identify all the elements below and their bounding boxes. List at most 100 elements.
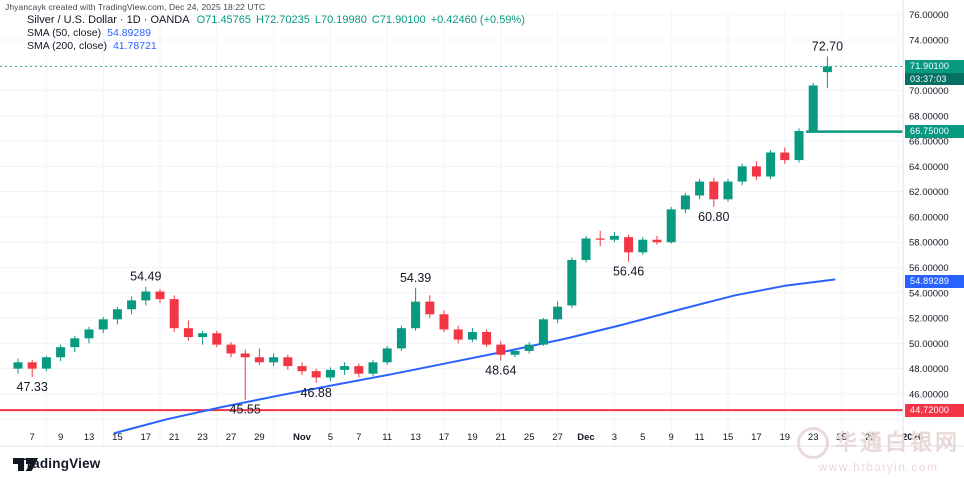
sma50-value: 54.89289 bbox=[107, 27, 151, 39]
horizontal-line-drawings[interactable] bbox=[0, 130, 903, 412]
candle-body bbox=[112, 309, 122, 320]
time-tick-label: 11 bbox=[382, 432, 392, 443]
price-tick-label: 66.00000 bbox=[909, 137, 949, 148]
hline-price-badge[interactable]: 66.75000 bbox=[905, 125, 964, 139]
sma50-legend-row[interactable]: SMA (50, close) 54.89289 bbox=[27, 27, 530, 40]
time-tick-label: 5 bbox=[328, 432, 333, 443]
candle-body bbox=[354, 366, 364, 374]
candle-body bbox=[56, 347, 66, 358]
current-price-badge: 71.90100 bbox=[905, 60, 964, 73]
price-tick-label: 70.00000 bbox=[909, 86, 949, 97]
price-tick-label: 64.00000 bbox=[909, 162, 949, 173]
price-axis[interactable]: 46.00000 48.00000 50.00000 52.00000 54.00000… bbox=[909, 10, 949, 400]
price-annotation: 45.55 bbox=[230, 403, 261, 417]
time-tick-label: 29 bbox=[865, 432, 876, 443]
candle-body bbox=[382, 348, 392, 363]
candle-body bbox=[340, 366, 350, 370]
candle-body bbox=[510, 350, 520, 355]
candle-body bbox=[609, 235, 619, 240]
candle-body bbox=[311, 371, 321, 378]
candle-body bbox=[127, 300, 137, 310]
hline-price-badge[interactable]: 44.72000 bbox=[905, 403, 964, 417]
candle-body bbox=[496, 344, 506, 355]
price-annotation: 54.39 bbox=[400, 271, 431, 285]
candle-body bbox=[822, 66, 832, 73]
tradingview-logo-icon bbox=[13, 458, 38, 471]
candle-body bbox=[766, 152, 776, 177]
time-tick-label: 3 bbox=[612, 432, 617, 443]
price-tick-label: 46.00000 bbox=[909, 389, 949, 400]
symbol-legend-row[interactable]: Silver / U.S. Dollar · 1D · OANDA O71.457… bbox=[27, 12, 530, 27]
countdown-badge: 03:37:03 bbox=[905, 73, 964, 85]
candle-body bbox=[737, 166, 747, 182]
time-tick-label: 13 bbox=[84, 432, 95, 443]
time-tick-label: 19 bbox=[780, 432, 791, 443]
candle-body bbox=[425, 301, 435, 315]
sma200-label: SMA (200, close) bbox=[27, 40, 107, 52]
candle-body bbox=[638, 239, 648, 253]
chart-legend: Silver / U.S. Dollar · 1D · OANDA O71.457… bbox=[27, 12, 530, 53]
price-tick-label: 56.00000 bbox=[909, 263, 949, 274]
watermark-url: www.htbaiyin.com bbox=[818, 460, 939, 474]
candle-body bbox=[27, 362, 37, 369]
price-tick-label: 62.00000 bbox=[909, 187, 949, 198]
price-tick-label: 50.00000 bbox=[909, 339, 949, 350]
open-value: O71.45765 bbox=[196, 14, 252, 26]
candle-body bbox=[198, 333, 208, 338]
candle-body bbox=[84, 329, 94, 339]
time-tick-label: 2026 bbox=[902, 432, 923, 443]
time-tick-label: 19 bbox=[467, 432, 478, 443]
time-tick-label: 27 bbox=[226, 432, 237, 443]
time-tick-label: 17 bbox=[439, 432, 450, 443]
price-tick-label: 74.00000 bbox=[909, 36, 949, 47]
price-annotations: 47.33 54.49 45.55 46.88 54.39 48.64 56.46 60.80… bbox=[17, 39, 844, 416]
price-tick-label: 58.00000 bbox=[909, 238, 949, 249]
candle-body bbox=[226, 344, 236, 354]
price-annotation: 56.46 bbox=[613, 265, 644, 279]
candlestick-series bbox=[13, 56, 832, 400]
candle-body bbox=[808, 85, 818, 132]
candle-body bbox=[41, 357, 51, 369]
symbol-title[interactable]: Silver / U.S. Dollar · 1D · OANDA bbox=[27, 14, 190, 26]
grid bbox=[0, 10, 903, 446]
time-tick-label: 21 bbox=[496, 432, 507, 443]
sma200-value: 41.78721 bbox=[112, 40, 157, 52]
price-annotation: 47.33 bbox=[17, 380, 48, 394]
time-tick-label: 29 bbox=[254, 432, 265, 443]
candle-body bbox=[240, 353, 250, 358]
candle-body bbox=[183, 328, 193, 338]
candle-body bbox=[524, 344, 534, 351]
candle-body bbox=[794, 131, 804, 161]
tradingview-logo-text: TradingView bbox=[19, 456, 101, 471]
candle-body bbox=[467, 331, 477, 340]
time-tick-label: 23 bbox=[197, 432, 208, 443]
candle-body bbox=[169, 299, 179, 329]
time-tick-label: 13 bbox=[410, 432, 421, 443]
tradingview-logo[interactable]: TradingView bbox=[13, 456, 100, 471]
time-tick-label: 7 bbox=[30, 432, 35, 443]
sma200-legend-row[interactable]: SMA (200, close) 41.78721 bbox=[27, 40, 530, 53]
time-tick-label: 17 bbox=[751, 432, 762, 443]
time-tick-label: 27 bbox=[552, 432, 563, 443]
candle-body bbox=[439, 314, 449, 330]
candle-body bbox=[269, 357, 279, 363]
price-annotation: 72.70 bbox=[812, 39, 843, 53]
time-tick-label: Dec bbox=[577, 432, 594, 443]
time-tick-label: 25 bbox=[524, 432, 535, 443]
candle-body bbox=[368, 362, 378, 374]
time-tick-label: 15 bbox=[112, 432, 123, 443]
change-value: +0.42460 (+0.59%) bbox=[430, 14, 525, 26]
candle-body bbox=[652, 239, 662, 243]
candle-body bbox=[283, 357, 293, 367]
candle-body bbox=[751, 166, 761, 177]
price-annotation: 46.88 bbox=[301, 386, 332, 400]
time-tick-label: 9 bbox=[669, 432, 674, 443]
time-axis[interactable]: 7 9 13 15 17 21 23 27 29 Nov 5 7 11 13 17 19 21 25 27 Dec 3 5… bbox=[30, 432, 924, 443]
time-tick-label: 21 bbox=[169, 432, 180, 443]
price-annotation: 48.64 bbox=[485, 364, 516, 378]
candle-body bbox=[709, 181, 719, 200]
price-tick-label: 60.00000 bbox=[909, 212, 949, 223]
time-tick-label: 11 bbox=[695, 432, 705, 443]
